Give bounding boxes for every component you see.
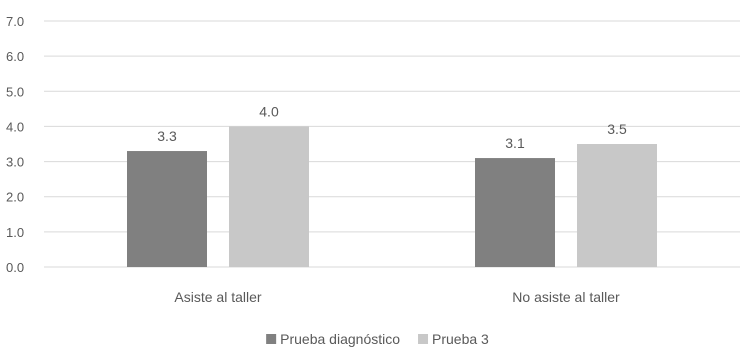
data-labels: 3.3 4.0 3.1 3.5 — [157, 103, 627, 151]
bars — [127, 126, 657, 267]
y-tick-label: 6.0 — [6, 49, 24, 64]
legend: Prueba diagnóstico Prueba 3 — [266, 331, 489, 347]
y-tick-label: 0.0 — [6, 260, 24, 275]
data-label: 3.3 — [157, 128, 177, 144]
bar — [577, 144, 657, 267]
y-tick-label: 3.0 — [6, 155, 24, 170]
category-label: No asiste al taller — [512, 289, 620, 305]
legend-swatch — [266, 334, 277, 344]
bar — [475, 158, 555, 267]
y-tick-label: 2.0 — [6, 190, 24, 205]
x-axis-category-labels: Asiste al taller No asiste al taller — [174, 289, 620, 305]
category-label: Asiste al taller — [174, 289, 261, 305]
bar — [229, 126, 309, 267]
data-label: 3.1 — [505, 135, 525, 151]
legend-swatch — [418, 334, 429, 344]
y-tick-label: 1.0 — [6, 225, 24, 240]
bar — [127, 151, 207, 267]
y-tick-label: 4.0 — [6, 119, 24, 134]
y-tick-label: 7.0 — [6, 14, 24, 29]
legend-item: Prueba 3 — [418, 331, 489, 347]
legend-label: Prueba 3 — [432, 331, 489, 347]
legend-label: Prueba diagnóstico — [280, 331, 400, 347]
data-label: 4.0 — [259, 103, 279, 119]
y-axis-tick-labels: 0.0 1.0 2.0 3.0 4.0 5.0 6.0 7.0 — [6, 14, 24, 275]
data-label: 3.5 — [607, 121, 627, 137]
legend-item: Prueba diagnóstico — [266, 331, 400, 347]
y-tick-label: 5.0 — [6, 84, 24, 99]
